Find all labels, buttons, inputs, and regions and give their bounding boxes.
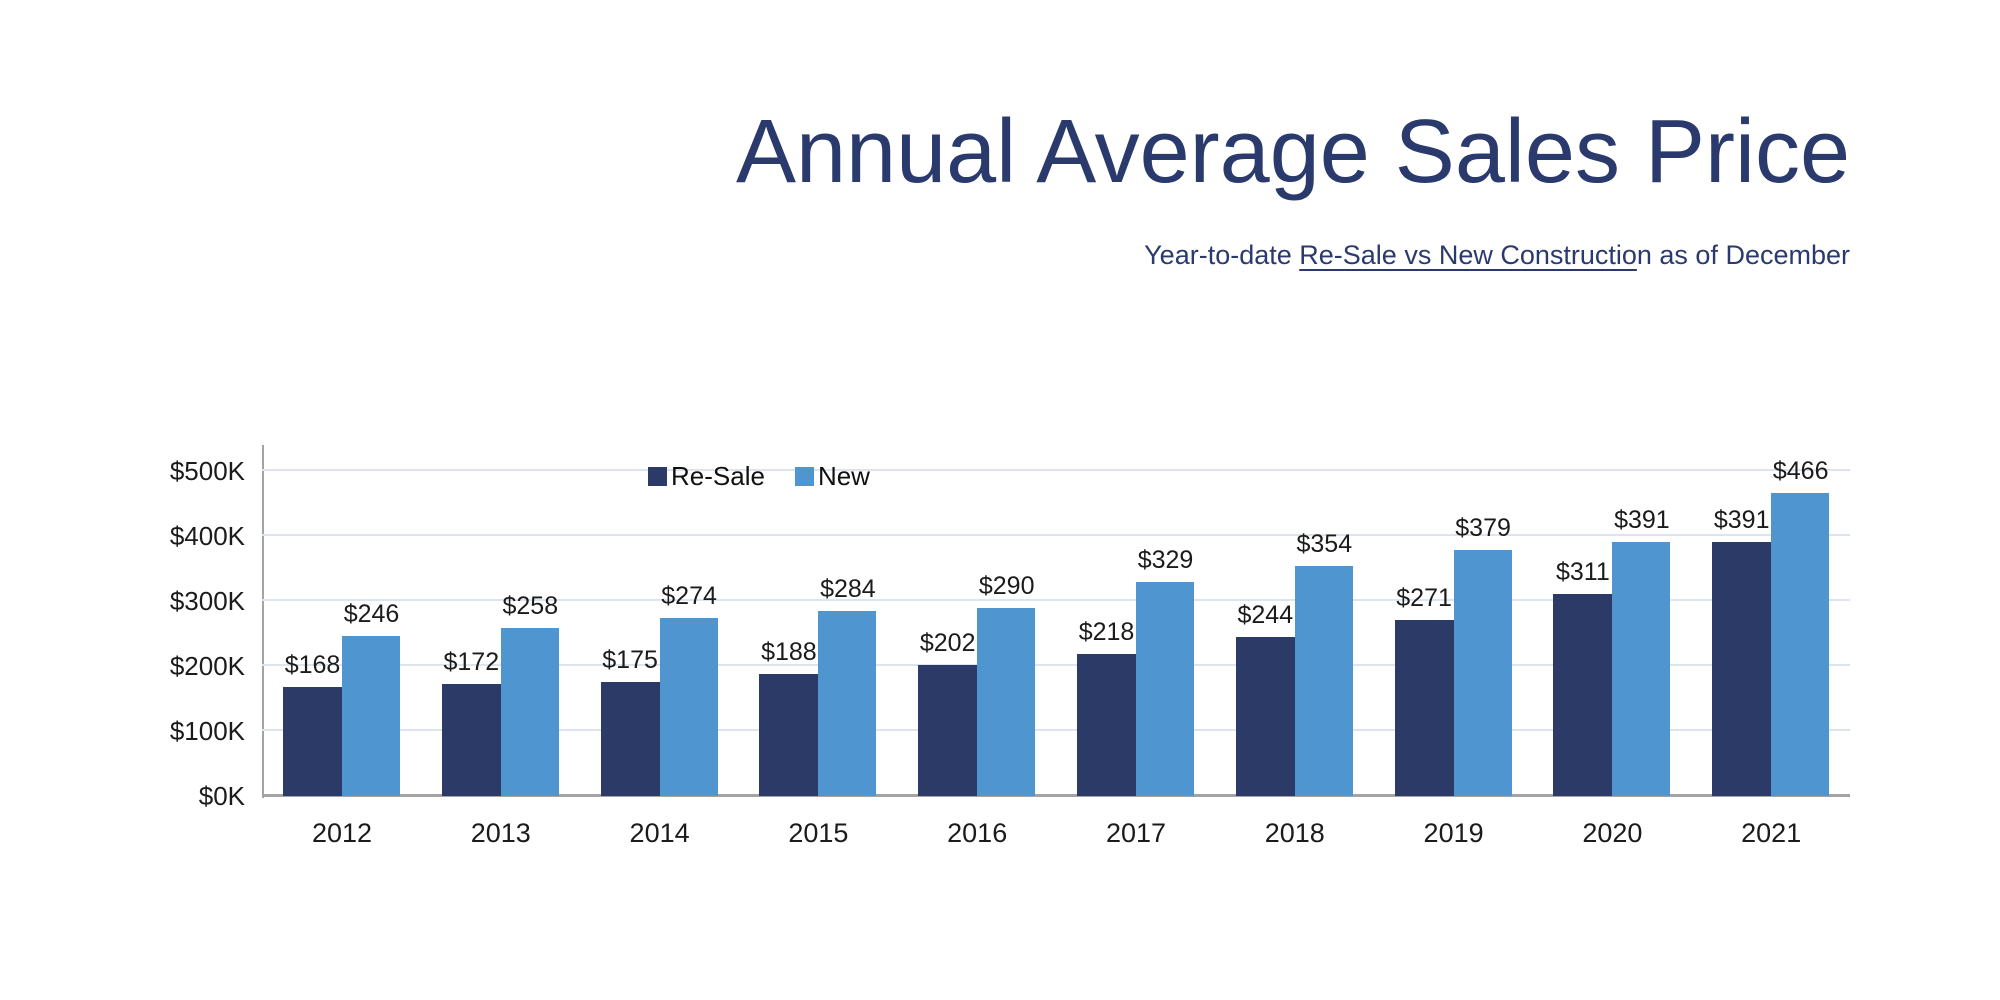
bar-new-2018 — [1294, 565, 1353, 796]
legend: Re-Sale New — [648, 461, 870, 492]
y-axis-tick-label: $100K — [169, 716, 245, 746]
gridline — [262, 469, 1850, 471]
legend-item-resale: Re-Sale — [648, 461, 765, 492]
plot-area: $168 $246 $172 $258 $175 $274 $188 $284 $202 $290… — [262, 445, 1850, 796]
bar-group-2020: $311 $391 — [1553, 445, 1671, 796]
x-axis-tick-label: 2020 — [1582, 818, 1643, 848]
bar-value-label: $284 — [820, 575, 876, 604]
subtitle-suffix: n as of December — [1636, 240, 1850, 270]
bar-new-2019 — [1453, 549, 1512, 796]
bar-new-2020 — [1612, 541, 1671, 796]
bar-new-2017 — [1136, 582, 1194, 796]
bar-resale-2021 — [1712, 541, 1772, 796]
bar-value-label: $218 — [1078, 618, 1135, 647]
subtitle-underlined-text: Re-Sale vs New Constructio — [1299, 240, 1637, 270]
bar-value-label: $466 — [1772, 457, 1829, 486]
y-axis-line — [262, 445, 264, 798]
x-axis-tick-label: 2013 — [470, 818, 531, 848]
x-axis-tick-label: 2018 — [1264, 818, 1325, 848]
bar-group-2021: $391 $466 — [1712, 445, 1830, 796]
bar-value-label: $175 — [602, 646, 658, 675]
bar-group-2014: $175 $274 — [600, 445, 719, 796]
y-axis-tick-label: $400K — [169, 521, 245, 551]
x-axis-tick-label: 2019 — [1423, 818, 1484, 848]
bar-value-label: $391 — [1614, 505, 1670, 534]
x-axis-tick-label: 2016 — [947, 818, 1008, 848]
bar-value-label: $391 — [1713, 505, 1770, 534]
bar-resale-2012 — [283, 686, 342, 796]
bar-resale-2017 — [1077, 654, 1136, 796]
bar-new-2016 — [977, 607, 1036, 796]
x-axis-tick-label: 2012 — [311, 818, 373, 848]
bar-value-label: $311 — [1556, 557, 1610, 586]
bar-value-label: $202 — [919, 628, 976, 657]
bar-group-2017: $218 $329 — [1077, 445, 1195, 796]
legend-item-new: New — [794, 461, 870, 492]
bar-value-label: $379 — [1455, 513, 1511, 542]
legend-swatch-resale-icon — [648, 467, 667, 486]
x-axis-line — [262, 794, 1850, 797]
bar-value-label: $246 — [343, 600, 400, 629]
bar-value-label: $290 — [978, 571, 1035, 600]
bar-resale-2015 — [759, 673, 819, 796]
bar-new-2013 — [500, 628, 559, 796]
y-axis-tick-label: $200K — [169, 651, 245, 681]
gridline — [262, 534, 1850, 536]
bar-resale-2016 — [918, 664, 978, 796]
bar-value-label: $329 — [1137, 546, 1194, 575]
bar-resale-2019 — [1394, 619, 1454, 796]
bar-resale-2014 — [600, 682, 660, 796]
bar-new-2012 — [342, 636, 400, 796]
chart-title: Annual Average Sales Price — [735, 102, 1850, 202]
bar-group-2019: $271 $379 — [1394, 445, 1513, 796]
bar-new-2021 — [1771, 493, 1830, 796]
bar-value-label: $168 — [284, 650, 341, 679]
bar-group-2013: $172 $258 — [441, 445, 560, 796]
bar-group-2015: $188 $284 — [759, 445, 877, 796]
legend-label-resale: Re-Sale — [671, 461, 765, 491]
bar-value-label: $271 — [1396, 583, 1452, 612]
legend-label-new: New — [817, 461, 870, 491]
x-axis-tick-label: 2014 — [629, 818, 690, 848]
bar-value-label: $354 — [1296, 529, 1353, 558]
bar-group-2012: $168 $246 — [283, 445, 401, 796]
y-axis-tick-label: $300K — [169, 586, 245, 616]
bar-new-2015 — [818, 611, 877, 796]
bar-value-label: $188 — [761, 637, 817, 666]
bar-new-2014 — [659, 617, 718, 796]
gridline — [262, 599, 1850, 601]
bar-group-2016: $202 $290 — [918, 445, 1036, 796]
chart-subtitle: Year-to-date Re-Sale vs New Construction… — [1144, 240, 1850, 271]
bar-group-2018: $244 $354 — [1235, 445, 1354, 796]
bar-value-label: $244 — [1237, 601, 1294, 630]
gridline — [262, 729, 1850, 731]
x-axis-tick-label: 2015 — [788, 818, 849, 848]
bar-value-label: $274 — [661, 581, 717, 610]
subtitle-prefix: Year-to-date — [1144, 240, 1300, 270]
bar-resale-2013 — [441, 684, 501, 796]
bar-value-label: $258 — [502, 592, 559, 621]
bar-resale-2018 — [1235, 637, 1295, 796]
bar-value-label: $172 — [443, 648, 500, 677]
y-axis-tick-label: $0K — [198, 781, 245, 811]
x-axis-tick-label: 2021 — [1741, 818, 1802, 848]
x-axis-tick-label: 2017 — [1105, 818, 1167, 848]
gridline — [262, 664, 1850, 666]
y-axis-tick-label: $500K — [169, 456, 245, 486]
legend-swatch-new-icon — [794, 467, 814, 486]
bar-resale-2020 — [1553, 593, 1613, 796]
